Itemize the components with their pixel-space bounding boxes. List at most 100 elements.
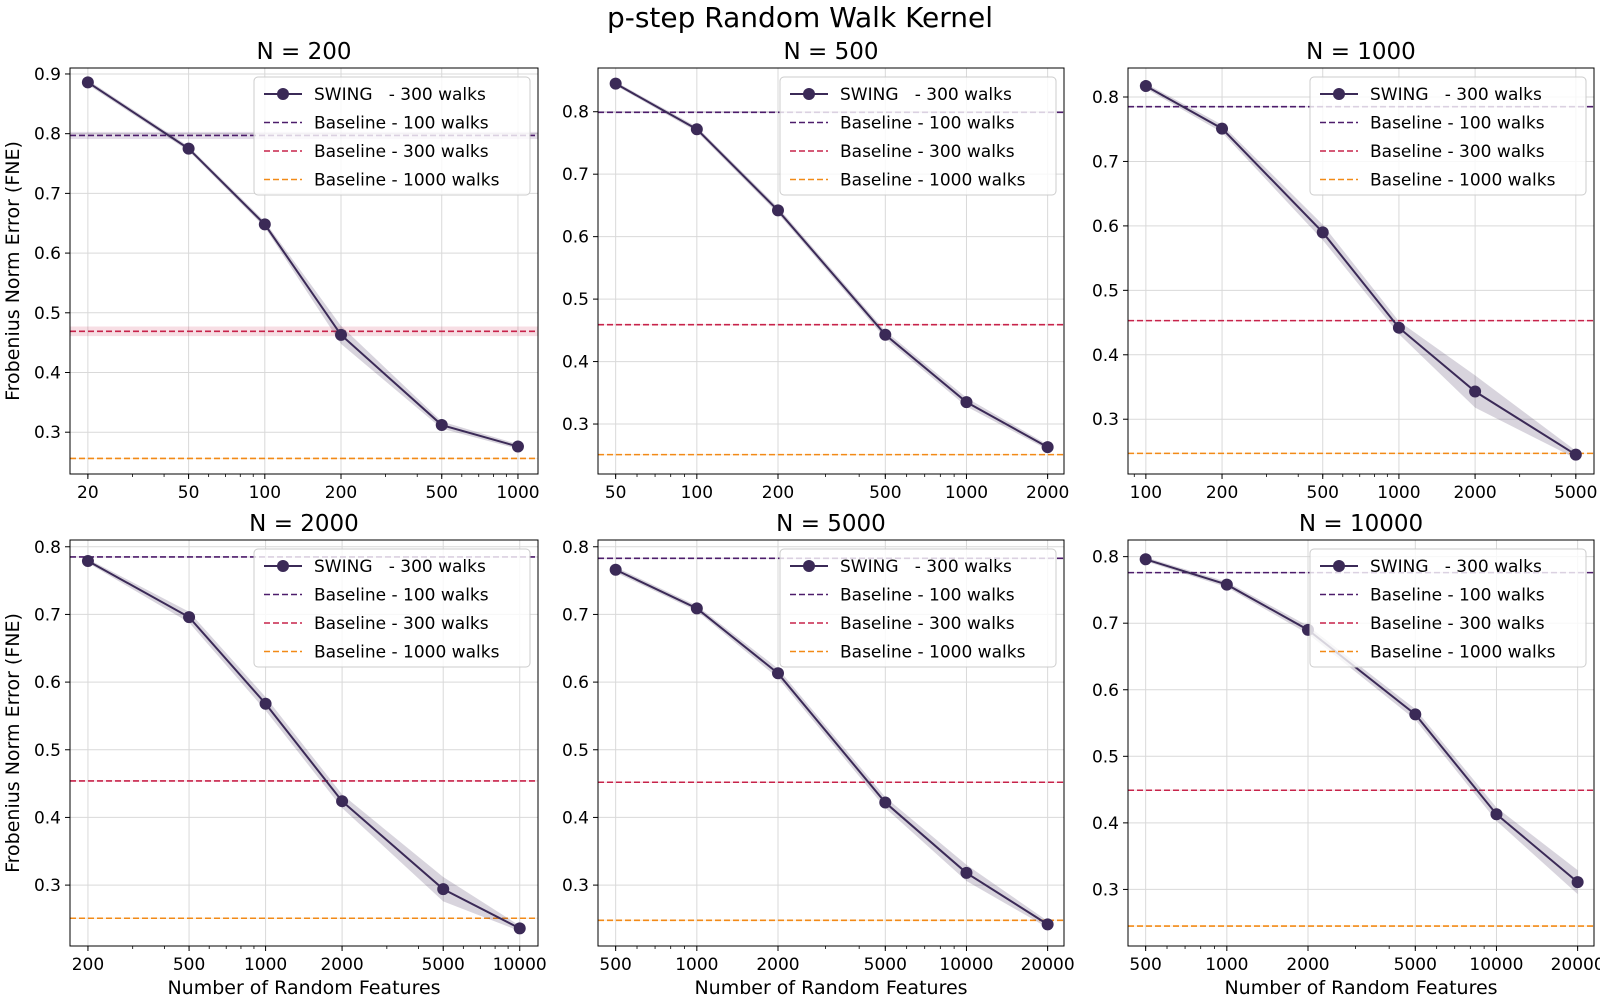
panel-title: N = 5000 (776, 511, 886, 537)
legend: SWING - 300 walks Baseline - 100 walks Bas… (1309, 76, 1587, 196)
y-tick-label: 0.5 (562, 290, 589, 310)
x-tick-label: 20 (77, 483, 99, 503)
legend-label-b300: Baseline - 300 walks (314, 142, 489, 162)
swing-point (1469, 385, 1482, 398)
legend-label-b300: Baseline - 300 walks (1370, 142, 1545, 162)
legend-box (779, 76, 1057, 196)
baseline-band-b1000 (598, 454, 1064, 456)
swing-band (615, 567, 1048, 928)
y-tick-label: 0.3 (34, 876, 61, 896)
swing-point (771, 204, 784, 217)
swing-point (182, 142, 195, 155)
y-tick-label: 0.8 (1092, 88, 1119, 108)
legend-label-b1000: Baseline - 1000 walks (840, 643, 1026, 663)
x-tick-label: 1000 (244, 955, 287, 975)
legend-marker-swing (1333, 88, 1345, 100)
x-tick-label: 50 (178, 483, 200, 503)
swing-point (1216, 122, 1229, 135)
swing-point (609, 563, 622, 576)
swing-point (1409, 708, 1422, 721)
swing-point (1490, 808, 1503, 821)
swing-point (81, 76, 94, 89)
panel-4: 200 500 1000 2000 5000 10000 0.3 0.4 0.5 0.6 0.7 0.… (2, 511, 547, 999)
x-tick-label: 2000 (756, 955, 799, 975)
y-tick-label: 0.5 (562, 741, 589, 761)
y-tick-label: 0.4 (34, 808, 61, 828)
legend-box (1309, 548, 1587, 668)
swing-point (1569, 448, 1582, 461)
panel-6: 500 1000 2000 5000 10000 20000 0.3 0.4 0.5 0.6 0.7… (1092, 511, 1600, 999)
y-tick-label: 0.6 (562, 673, 589, 693)
x-tick-label: 2000 (1026, 483, 1069, 503)
baseline-band-b300 (1128, 789, 1594, 791)
y-tick-label: 0.3 (1092, 880, 1119, 900)
swing-point (513, 922, 526, 935)
swing-point (1220, 578, 1233, 591)
swing-band (1145, 83, 1576, 459)
legend-marker-swing (803, 88, 815, 100)
swing-point (1041, 441, 1054, 454)
x-tick-label: 500 (1129, 955, 1161, 975)
swing-point (1316, 226, 1329, 239)
x-tick-label: 5000 (1554, 483, 1597, 503)
swing-point (960, 396, 973, 409)
x-axis-label: Number of Random Features (694, 977, 967, 999)
x-tick-label: 200 (762, 483, 794, 503)
legend-label-b1000: Baseline - 1000 walks (314, 171, 500, 191)
y-tick-label: 0.7 (1092, 152, 1119, 172)
swing-point (1139, 553, 1152, 566)
y-tick-label: 0.4 (1092, 814, 1119, 834)
y-tick-label: 0.3 (562, 876, 589, 896)
x-tick-label: 100 (249, 483, 281, 503)
legend-label-swing: SWING - 300 walks (314, 557, 486, 577)
y-tick-label: 0.9 (34, 65, 61, 85)
x-tick-label: 1000 (945, 483, 988, 503)
swing-point (259, 697, 272, 710)
axes-frame (597, 67, 1065, 475)
x-axis-label: Number of Random Features (1224, 977, 1497, 999)
y-tick-label: 0.4 (34, 364, 61, 384)
panel-5: 500 1000 2000 5000 10000 20000 0.3 0.4 0.5 0.6 0.7… (562, 511, 1075, 999)
y-tick-label: 0.7 (34, 184, 61, 204)
baseline-band-b300 (1128, 319, 1594, 322)
y-tick-label: 0.5 (34, 304, 61, 324)
swing-point (1139, 80, 1152, 93)
baseline-band-b1000 (598, 919, 1064, 921)
swing-point (879, 796, 892, 809)
legend: SWING - 300 walks Baseline - 100 walks Bas… (779, 548, 1057, 668)
x-tick-label: 1000 (1205, 955, 1248, 975)
legend-label-b1000: Baseline - 1000 walks (1370, 643, 1556, 663)
swing-point (336, 795, 349, 808)
axes-frame (1127, 539, 1595, 947)
swing-point (435, 419, 448, 432)
x-tick-label: 10000 (939, 955, 993, 975)
y-tick-label: 0.8 (1092, 548, 1119, 568)
legend-marker-swing (277, 88, 289, 100)
x-tick-label: 5000 (1394, 955, 1437, 975)
swing-point (960, 866, 973, 879)
legend-label-b100: Baseline - 100 walks (840, 586, 1015, 606)
legend-label-b300: Baseline - 300 walks (1370, 614, 1545, 634)
y-tick-label: 0.8 (34, 125, 61, 145)
baseline-band-b1000 (1128, 452, 1594, 455)
swing-point (437, 883, 450, 896)
legend-label-b300: Baseline - 300 walks (840, 614, 1015, 634)
swing-line (87, 81, 519, 448)
y-axis-label: Frobenius Norm Error (FNE) (2, 141, 24, 401)
y-tick-label: 0.7 (562, 165, 589, 185)
y-tick-label: 0.8 (34, 538, 61, 558)
axes-frame (597, 539, 1065, 947)
swing-point (771, 667, 784, 680)
swing-point (690, 123, 703, 136)
x-tick-label: 2000 (320, 955, 363, 975)
x-tick-label: 100 (1130, 483, 1162, 503)
legend-label-b100: Baseline - 100 walks (1370, 586, 1545, 606)
x-tick-label: 20000 (1021, 955, 1075, 975)
x-tick-label: 1000 (496, 483, 539, 503)
y-tick-label: 0.5 (1092, 747, 1119, 767)
panel-3: 100 200 500 1000 2000 5000 0.3 0.4 0.5 0.6 0.7 0.8 N… (1092, 39, 1597, 503)
legend-label-b1000: Baseline - 1000 walks (314, 643, 500, 663)
panel-1: 20 50 100 200 500 1000 0.3 0.4 0.5 0.6 0.7 0.8 0.9 N … (2, 39, 540, 503)
y-tick-label: 0.3 (562, 415, 589, 435)
